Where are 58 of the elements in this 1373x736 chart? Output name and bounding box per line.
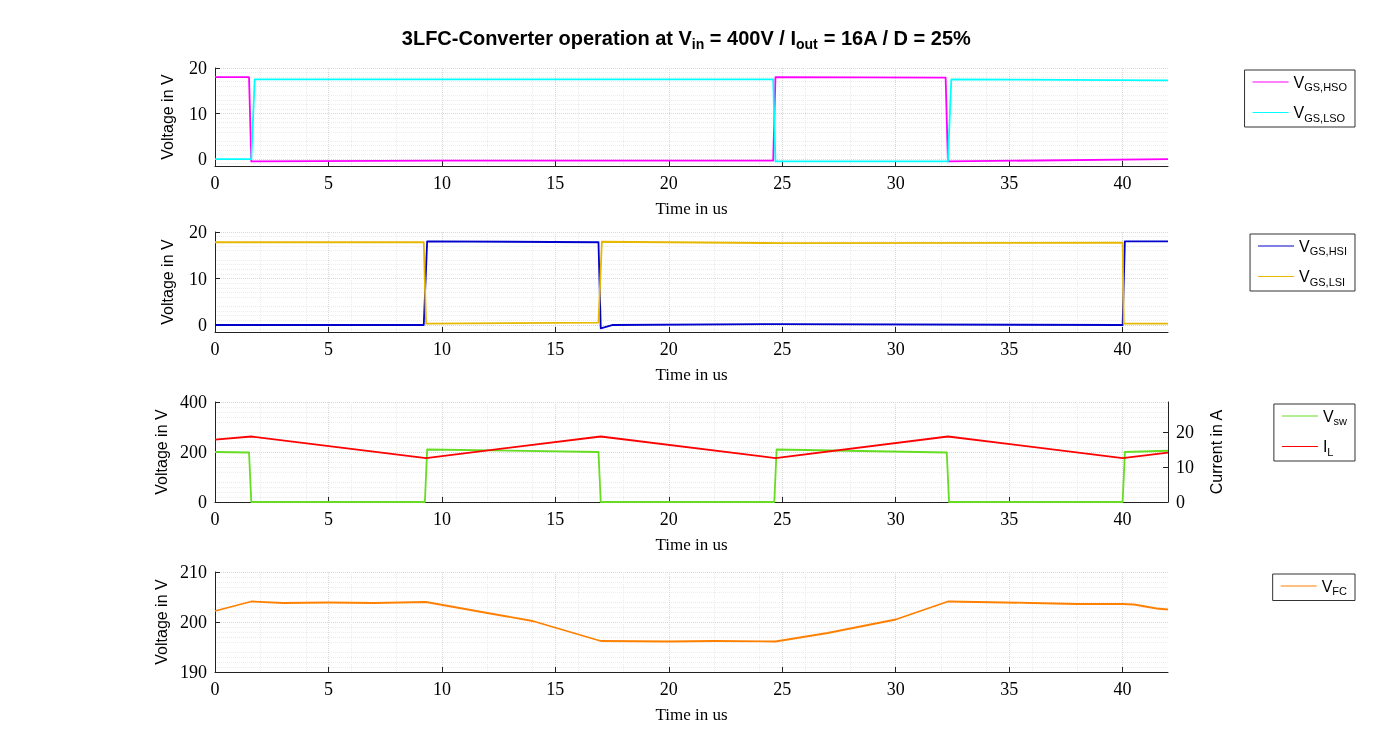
y-tick-label: 0 bbox=[198, 149, 207, 170]
x-tick-label: 5 bbox=[323, 173, 333, 193]
x-tick-label: 40 bbox=[1113, 509, 1132, 529]
y2-tick-label: 10 bbox=[1176, 457, 1194, 478]
x-tick-label: 25 bbox=[773, 173, 792, 193]
y-tick-label: 210 bbox=[180, 562, 207, 582]
x-tick-label: 35 bbox=[1000, 679, 1019, 699]
x-tick-label: 30 bbox=[886, 509, 905, 529]
y-tick-label: 200 bbox=[180, 442, 207, 462]
y-tick-label: 400 bbox=[180, 392, 207, 412]
y-axis-title: Voltage in V bbox=[158, 238, 176, 325]
x-axis-title: Time in us bbox=[655, 365, 728, 384]
x-tick-label: 20 bbox=[659, 173, 678, 193]
y2-tick-label: 20 bbox=[1176, 422, 1194, 443]
x-tick-label: 5 bbox=[323, 509, 333, 529]
x-tick-label: 30 bbox=[886, 679, 905, 699]
x-tick-label: 35 bbox=[1000, 339, 1019, 359]
x-tick-label: 20 bbox=[659, 509, 678, 529]
x-tick-label: 15 bbox=[546, 509, 565, 529]
y-tick-label: 200 bbox=[180, 612, 207, 632]
x-tick-label: 35 bbox=[1000, 173, 1019, 193]
x-tick-label: 5 bbox=[323, 339, 333, 359]
x-tick-label: 25 bbox=[773, 509, 792, 529]
y-axis-title: Voltage in V bbox=[152, 578, 170, 665]
x-tick-label: 30 bbox=[886, 173, 905, 193]
y-tick-label: 20 bbox=[189, 222, 207, 242]
y-tick-label: 10 bbox=[189, 103, 207, 124]
line-series bbox=[214, 600, 1169, 643]
y-tick-label: 190 bbox=[180, 662, 207, 682]
x-tick-label: 40 bbox=[1113, 173, 1132, 193]
y-tick-label: 10 bbox=[189, 268, 207, 289]
x-tick-label: 30 bbox=[886, 339, 905, 359]
x-tick-label: 15 bbox=[546, 173, 565, 193]
y-tick-label: 0 bbox=[198, 492, 207, 512]
x-tick-label: 15 bbox=[546, 339, 565, 359]
x-tick-label: 35 bbox=[1000, 509, 1019, 529]
x-tick-label: 10 bbox=[432, 509, 451, 529]
x-tick-label: 40 bbox=[1113, 679, 1132, 699]
x-tick-label: 10 bbox=[432, 679, 451, 699]
x-tick-label: 25 bbox=[773, 339, 792, 359]
x-axis-title: Time in us bbox=[655, 535, 728, 554]
x-tick-label: 20 bbox=[659, 679, 678, 699]
y-tick-label: 20 bbox=[189, 58, 207, 78]
y-axis-title: Voltage in V bbox=[152, 408, 170, 495]
y2-tick-label: 0 bbox=[1176, 492, 1185, 512]
y-tick-label: 0 bbox=[198, 315, 207, 336]
x-tick-label: 20 bbox=[659, 339, 678, 359]
line-series bbox=[214, 435, 1169, 459]
y2-axis-title: Current in A bbox=[1207, 409, 1225, 495]
x-tick-label: 40 bbox=[1113, 339, 1132, 359]
x-tick-label: 15 bbox=[546, 679, 565, 699]
x-tick-label: 10 bbox=[432, 339, 451, 359]
x-axis-title: Time in us bbox=[655, 199, 728, 218]
x-tick-label: 5 bbox=[323, 679, 333, 699]
x-axis-title: Time in us bbox=[655, 705, 728, 724]
y-axis-title: Voltage in V bbox=[158, 73, 176, 160]
x-tick-label: 10 bbox=[432, 173, 451, 193]
x-tick-label: 25 bbox=[773, 679, 792, 699]
